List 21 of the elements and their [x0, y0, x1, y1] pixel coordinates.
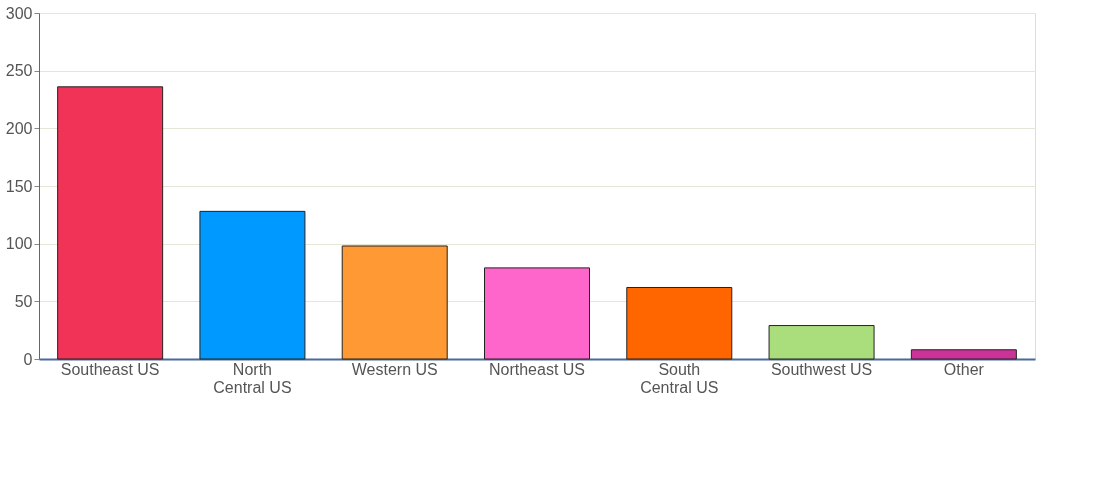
bar: [626, 286, 733, 360]
bar: [199, 210, 306, 360]
x-tick-label: Northeast US: [488, 360, 586, 378]
x-tick-label: Southeast US: [60, 360, 160, 378]
bar: [57, 86, 164, 360]
bar: [768, 325, 875, 360]
x-tick-label: Southwest US: [770, 360, 873, 378]
y-tick-label: 200: [5, 119, 33, 137]
y-tick-label: 300: [5, 4, 33, 22]
x-tick-label: Western US: [351, 360, 438, 378]
x-tick-label: Other: [943, 360, 985, 378]
x-tick-label: South Central US: [640, 360, 719, 396]
y-tick-label: 150: [5, 177, 33, 195]
y-tick-label: 250: [5, 62, 33, 80]
bar: [341, 245, 448, 360]
y-tick-label: 50: [14, 292, 33, 310]
x-tick-label: North Central US: [213, 360, 292, 396]
bar: [910, 349, 1017, 360]
bar: [484, 267, 590, 360]
y-tick-label: 100: [5, 235, 33, 253]
y-tick-label: 0: [23, 350, 33, 368]
